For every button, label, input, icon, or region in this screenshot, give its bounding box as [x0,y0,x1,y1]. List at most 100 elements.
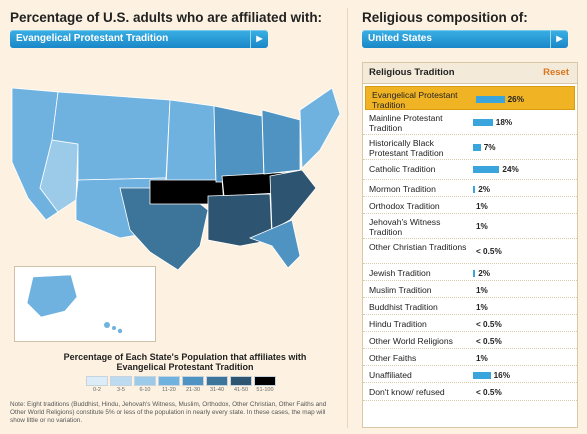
tradition-name: Muslim Tradition [369,285,432,295]
legend-label: 11-20 [162,387,176,393]
tradition-name: Other Faiths [369,353,417,363]
alaska-hawaii-inset[interactable] [14,266,156,342]
tradition-value: 1% [476,202,488,211]
tradition-bar [473,166,500,173]
state-region-plains [165,99,217,189]
legend-label: 0-2 [93,387,101,393]
tradition-row[interactable]: Other Faiths 1% [363,349,577,366]
dropdown-arrow-icon[interactable]: ▶ [550,30,568,48]
tradition-name: Catholic Tradition [369,164,436,174]
tradition-name: Jewish Tradition [369,268,431,278]
legend-bin: 21-30 [182,376,204,393]
composition-panel: Religious Tradition Reset Evangelical Pr… [362,62,578,428]
legend-swatch [158,376,180,386]
legend-swatch [182,376,204,386]
tradition-dropdown[interactable]: Evangelical Protestant Tradition ▶ [10,30,268,48]
tradition-row[interactable]: Muslim Tradition 1% [363,281,577,298]
legend-bin: 31-40 [206,376,228,393]
tradition-name: Historically Black Protestant Tradition [369,138,444,158]
legend-bin: 11-20 [158,376,180,393]
tradition-name: Orthodox Tradition [369,201,440,211]
state-region-southeast [269,169,317,231]
legend-label: 51-100 [256,387,274,393]
tradition-bar [476,96,505,103]
tradition-row[interactable]: Historically Black Protestant Tradition 7… [363,135,577,160]
map-title: Percentage of U.S. adults who are affili… [10,10,323,25]
legend-swatch [254,376,276,386]
tradition-row[interactable]: Jewish Tradition 2% [363,264,577,281]
us-state-map[interactable] [0,70,340,270]
legend-bin: 51-100 [254,376,276,393]
legend-label: 31-40 [209,387,225,393]
tradition-value: 24% [502,165,519,174]
legend-swatch [206,376,228,386]
reset-link[interactable]: Reset [543,67,569,78]
tradition-name: Mainline Protestant Tradition [369,113,443,133]
tradition-value: 2% [478,185,491,194]
tradition-name: Hindu Tradition [369,319,427,329]
tradition-name: Other World Religions [369,336,453,346]
tradition-name: Don't know/ refused [369,387,445,397]
panel-header-label: Religious Tradition [369,67,455,78]
legend-bin: 0-2 [86,376,108,393]
tradition-bar [473,144,481,151]
tradition-name: Mormon Tradition [369,184,436,194]
tradition-row[interactable]: Hindu Tradition < 0.5% [363,315,577,332]
tradition-value: 1% [476,303,488,312]
panel-header: Religious Tradition Reset [363,63,577,84]
tradition-value: < 0.5% [476,388,502,397]
tradition-name: Buddhist Tradition [369,302,438,312]
tradition-row[interactable]: Orthodox Tradition 1% [363,197,577,214]
tradition-list: Evangelical Protestant Tradition 26% Mainl… [363,86,577,401]
state-region-midwest [213,105,265,183]
state-hawaii [104,322,110,328]
legend-bin: 6-10 [134,376,156,393]
dropdown-arrow-icon[interactable]: ▶ [250,30,268,48]
tradition-name: Unaffiliated [369,370,412,380]
state-region-deep-south [207,193,273,247]
region-dropdown-value: United States [368,33,432,44]
legend-swatch [86,376,108,386]
legend-label: 6-10 [139,387,151,393]
legend-title: Percentage of Each State's Population th… [63,352,307,372]
tradition-name: Other Christian Traditions [369,242,467,252]
tradition-row[interactable]: Jehovah's Witness Tradition 1% [363,214,577,239]
tradition-value: < 0.5% [476,247,502,256]
state-region-northeast [299,87,340,169]
tradition-value: 1% [476,286,488,295]
tradition-bar [473,119,493,126]
legend-label: 41-50 [233,387,249,393]
tradition-row[interactable]: Catholic Tradition 24% [363,160,577,180]
tradition-dropdown-value: Evangelical Protestant Tradition [16,33,169,44]
legend-swatch [134,376,156,386]
state-region-great-lakes [261,109,301,175]
tradition-value: 1% [476,222,488,231]
state-region-florida [248,219,301,269]
tradition-row[interactable]: Other Christian Traditions < 0.5% [363,239,577,264]
legend-label: 3-5 [117,387,125,393]
tradition-row[interactable]: Other World Religions < 0.5% [363,332,577,349]
tradition-name: Evangelical Protestant Tradition [372,90,458,110]
legend-swatch [110,376,132,386]
tradition-row[interactable]: Buddhist Tradition 1% [363,298,577,315]
footnote: Note: Eight traditions (Buddhist, Hindu,… [10,401,327,424]
tradition-value: 7% [483,143,496,152]
tradition-bar [473,186,476,193]
tradition-row[interactable]: Evangelical Protestant Tradition 26% [365,86,575,110]
tradition-value: 16% [493,371,510,380]
tradition-value: 2% [478,269,491,278]
region-dropdown[interactable]: United States ▶ [362,30,568,48]
legend-label: 21-30 [185,387,201,393]
tradition-row[interactable]: Mainline Protestant Tradition 18% [363,110,577,135]
tradition-row[interactable]: Don't know/ refused < 0.5% [363,383,577,401]
tradition-row[interactable]: Mormon Tradition 2% [363,180,577,197]
tradition-bar [473,372,491,379]
tradition-name: Jehovah's Witness Tradition [369,217,441,237]
tradition-value: 26% [507,95,524,104]
tradition-bar [473,270,476,277]
state-alaska [26,274,78,318]
tradition-row[interactable]: Unaffiliated 16% [363,366,577,383]
legend-bin: 3-5 [110,376,132,393]
legend: 0-2 3-5 6-10 11-20 21-30 31-40 41-50 51-100 [86,376,276,393]
tradition-value: 1% [476,354,488,363]
